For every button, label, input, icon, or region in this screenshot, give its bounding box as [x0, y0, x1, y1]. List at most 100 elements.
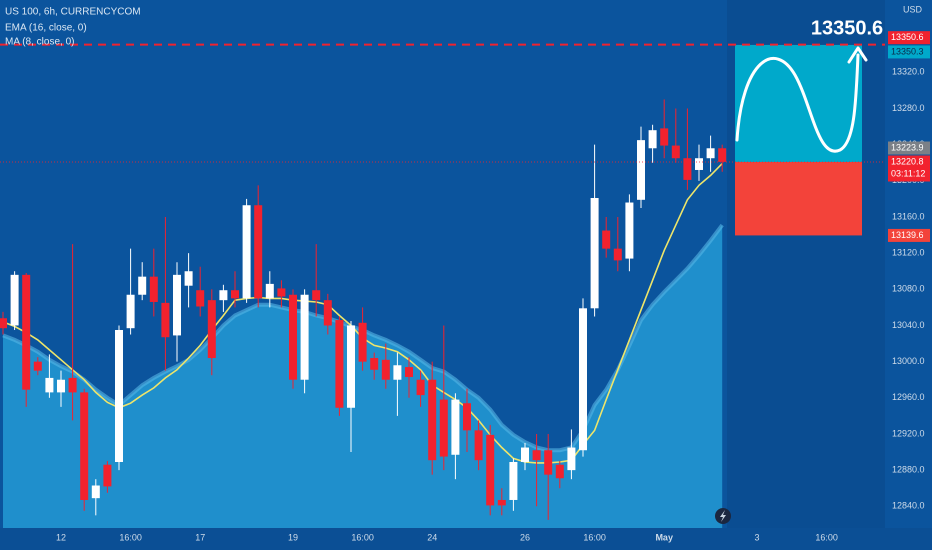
replay-icon[interactable]	[715, 508, 731, 524]
candle-body	[161, 302, 170, 338]
candle-body	[695, 158, 703, 170]
target-zone	[735, 44, 862, 163]
y-tick-label: 12920.0	[892, 428, 925, 438]
candle-body	[683, 158, 692, 180]
icon-bolt[interactable]	[720, 510, 726, 522]
candle-body	[254, 205, 263, 299]
y-tick-label: 13000.0	[892, 356, 925, 366]
candle-body	[393, 365, 402, 380]
candle-body	[45, 377, 54, 393]
x-tick-label: 19	[288, 532, 298, 542]
last-price-label-bg	[888, 141, 930, 155]
y-tick-label: 12880.0	[892, 465, 925, 475]
last-price-label: 13223.9	[891, 142, 924, 152]
candle-body	[405, 367, 413, 378]
candle-body	[173, 274, 181, 336]
candle-body	[184, 271, 193, 286]
candle-body	[486, 434, 495, 506]
candle-body	[22, 274, 31, 390]
forecast-arrow	[735, 46, 868, 153]
candle-body	[521, 447, 529, 462]
candle-body	[625, 202, 634, 259]
legend-entry: EMA (16, close, 0)	[5, 23, 87, 34]
current-price-label-bg	[888, 155, 930, 182]
candle-body	[660, 128, 669, 146]
y-tick-label: 13160.0	[892, 211, 925, 221]
candle-body	[451, 399, 460, 455]
candle-body	[231, 290, 239, 299]
candle-body	[126, 294, 135, 329]
candle-body	[312, 290, 321, 301]
x-tick-label: May	[655, 532, 673, 542]
candle-body	[335, 320, 344, 408]
candle-body	[509, 462, 518, 500]
candle-body	[138, 276, 147, 295]
current-price-label: 13220.8	[891, 156, 924, 166]
candle-body	[590, 198, 599, 309]
target-price-label-bg	[888, 45, 930, 59]
candle-body	[358, 322, 367, 362]
candle-body	[370, 358, 379, 370]
x-tick-label: 16:00	[583, 532, 606, 542]
x-tick-label: 3	[754, 532, 759, 542]
candle-body	[474, 430, 483, 461]
candle-body	[381, 359, 390, 380]
candle-body	[544, 450, 553, 475]
candle-body	[68, 377, 77, 393]
legend-entry: MA (8, close, 0)	[5, 37, 74, 48]
candle-body	[0, 318, 7, 329]
y-tick-label: 13320.0	[892, 67, 925, 77]
candle-body	[323, 300, 332, 326]
countdown-label: 03:11:12	[891, 168, 925, 178]
candle-body	[33, 361, 42, 371]
candle-body	[567, 447, 576, 471]
currency-label: USD	[903, 4, 923, 14]
candle-body	[219, 290, 228, 301]
main-layer	[0, 43, 885, 520]
time-axis	[0, 528, 932, 550]
candle-body	[57, 379, 65, 393]
stop-price-label-bg	[888, 228, 930, 242]
candle-body	[149, 276, 158, 302]
x-tick-label: 16:00	[815, 532, 838, 542]
candle-body	[207, 300, 216, 359]
candle-body	[602, 230, 611, 249]
y-tick-label: 13040.0	[892, 320, 925, 330]
indicator-area	[3, 225, 723, 528]
candle-body	[300, 294, 309, 380]
candle-body	[80, 392, 89, 500]
x-tick-label: 12	[56, 532, 66, 542]
price-axis	[885, 0, 932, 528]
candle-body	[706, 148, 715, 159]
candle-body	[613, 248, 622, 261]
x-tick-label: 16:00	[119, 532, 142, 542]
candle-body	[579, 308, 587, 451]
candle-body	[289, 294, 297, 380]
stop-price-label: 13139.6	[891, 230, 924, 240]
candle-body	[428, 379, 437, 461]
candle-body	[463, 403, 471, 431]
candle-body	[718, 148, 727, 162]
candle-body	[555, 464, 564, 479]
candle-body	[648, 130, 657, 149]
y-tick-label: 13280.0	[892, 103, 925, 113]
alert-price-label: 13350.6	[891, 32, 924, 42]
candle-body	[439, 399, 448, 457]
candle-body	[277, 288, 286, 297]
candle-body	[91, 485, 100, 499]
candle-body	[196, 290, 205, 307]
candle-body	[103, 464, 112, 487]
x-tick-label: 17	[195, 532, 205, 542]
candle-body	[416, 379, 425, 396]
x-tick-label: 16:00	[351, 532, 374, 542]
x-tick-label: 26	[520, 532, 530, 542]
candle-body	[242, 205, 251, 299]
x-tick-label: 24	[427, 532, 437, 542]
annotation: 13350.6	[811, 17, 883, 39]
y-tick-label: 12960.0	[892, 392, 925, 402]
candle-body	[532, 450, 541, 461]
y-tick-label: 12840.0	[892, 501, 925, 511]
y-tick-label: 13120.0	[892, 248, 925, 258]
candle-body	[497, 499, 506, 506]
